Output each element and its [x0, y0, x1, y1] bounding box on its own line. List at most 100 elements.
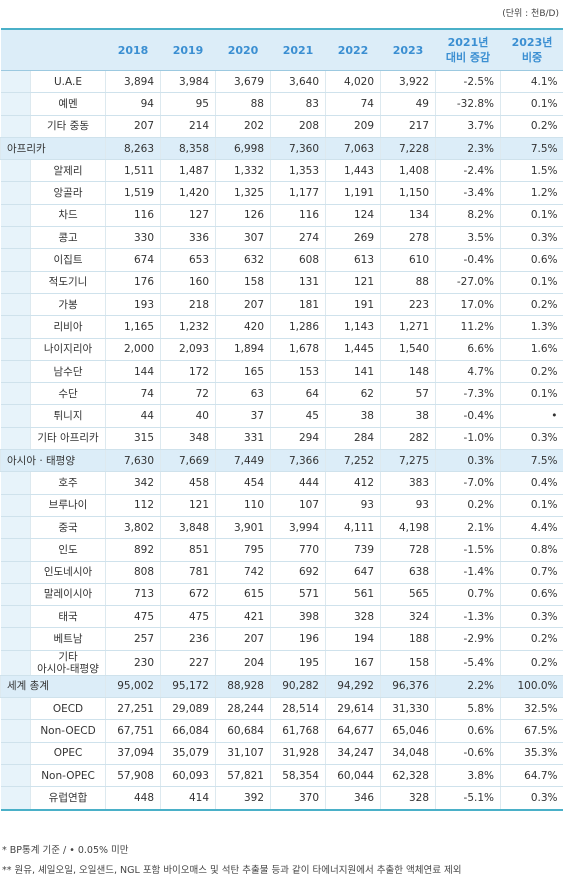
- column-header: 2020: [215, 29, 271, 71]
- value-cell: 0.7%: [500, 561, 563, 584]
- value-cell: 458: [160, 471, 216, 495]
- value-cell: -0.4%: [435, 404, 501, 428]
- row-name: 예멘: [30, 92, 106, 116]
- value-cell: 121: [160, 494, 216, 517]
- value-cell: •: [500, 404, 563, 428]
- value-cell: 370: [270, 786, 326, 810]
- value-cell: 40: [160, 404, 216, 428]
- value-cell: 328: [325, 605, 381, 629]
- value-cell: 64.7%: [500, 764, 563, 788]
- value-cell: 330: [105, 226, 161, 250]
- value-cell: 37: [215, 404, 271, 428]
- value-cell: 1,143: [325, 315, 381, 339]
- value-cell: 0.6%: [435, 719, 501, 743]
- value-cell: -0.6%: [435, 742, 501, 765]
- value-cell: 29,089: [160, 697, 216, 721]
- value-cell: 126: [215, 204, 271, 228]
- value-cell: 692: [270, 561, 326, 584]
- value-cell: 196: [270, 627, 326, 651]
- value-cell: 209: [325, 115, 381, 138]
- value-cell: 346: [325, 786, 381, 810]
- data-row: 콩고 330 336 307 274 269 278 3.5% 0.3%: [0, 226, 563, 250]
- value-cell: 29,614: [325, 697, 381, 721]
- data-row: 적도기니 176 160 158 131 121 88 -27.0% 0.1%: [0, 271, 563, 294]
- value-cell: 74: [325, 92, 381, 116]
- value-cell: 342: [105, 471, 161, 495]
- data-row: 기타 아시아-태평양 230 227 204 195 167 158 -5.4% 0.2%: [0, 650, 563, 676]
- value-cell: 124: [325, 204, 381, 228]
- value-cell: 160: [160, 271, 216, 294]
- value-cell: 7,449: [215, 449, 271, 473]
- value-cell: 1,519: [105, 181, 161, 205]
- value-cell: -7.0%: [435, 471, 501, 495]
- value-cell: 713: [105, 583, 161, 607]
- value-cell: 141: [325, 360, 381, 384]
- data-row: 말레이시아 713 672 615 571 561 565 0.7% 0.6%: [0, 583, 563, 607]
- value-cell: 17.0%: [435, 293, 501, 317]
- row-name: 인도네시아: [30, 561, 106, 584]
- indent-cell: [0, 764, 31, 788]
- value-cell: 61,768: [270, 719, 326, 743]
- indent-cell: [0, 786, 31, 810]
- value-cell: 96,376: [380, 675, 436, 699]
- value-cell: 94,292: [325, 675, 381, 699]
- row-name: U.A.E: [30, 70, 106, 94]
- indent-cell: [0, 181, 31, 205]
- value-cell: 1,325: [215, 181, 271, 205]
- value-cell: 613: [325, 248, 381, 272]
- value-cell: 7,063: [325, 137, 381, 161]
- value-cell: 44: [105, 404, 161, 428]
- value-cell: 5.8%: [435, 697, 501, 721]
- value-cell: 444: [270, 471, 326, 495]
- production-table: 2018 2019 2020 2021 2022 2023 2021년 대비 증감 2023년…: [0, 28, 563, 811]
- value-cell: 8,263: [105, 137, 161, 161]
- row-name: 앙골라: [30, 181, 106, 205]
- value-cell: 3,901: [215, 516, 271, 540]
- value-cell: 31,928: [270, 742, 326, 765]
- value-cell: 28,514: [270, 697, 326, 721]
- row-name: 베트남: [30, 627, 106, 651]
- value-cell: 62,328: [380, 764, 436, 788]
- row-name: 나이지리아: [30, 338, 106, 361]
- value-cell: 0.6%: [500, 248, 563, 272]
- indent-cell: [0, 404, 31, 428]
- value-cell: 8.2%: [435, 204, 501, 228]
- footnote: ** 원유, 셰일오일, 오일샌드, NGL 포함 바이오매스 및 석탄 추출물…: [2, 865, 462, 876]
- value-cell: 3,994: [270, 516, 326, 540]
- indent-cell: [0, 159, 31, 183]
- value-cell: 1,271: [380, 315, 436, 339]
- value-cell: 0.2%: [500, 360, 563, 384]
- section-name: 세계 총계: [0, 675, 106, 699]
- data-row: 이집트 674 653 632 608 613 610 -0.4% 0.6%: [0, 248, 563, 272]
- data-row: 가봉 193 218 207 181 191 223 17.0% 0.2%: [0, 293, 563, 317]
- value-cell: 191: [325, 293, 381, 317]
- value-cell: 3,640: [270, 70, 326, 94]
- value-cell: 0.1%: [500, 204, 563, 228]
- data-row: 브루나이 112 121 110 107 93 93 0.2% 0.1%: [0, 494, 563, 517]
- row-name: 태국: [30, 605, 106, 629]
- value-cell: 7,360: [270, 137, 326, 161]
- indent-cell: [0, 650, 31, 676]
- value-cell: 202: [215, 115, 271, 138]
- value-cell: 674: [105, 248, 161, 272]
- value-cell: 7,228: [380, 137, 436, 161]
- value-cell: 348: [160, 427, 216, 451]
- indent-cell: [0, 471, 31, 495]
- value-cell: 892: [105, 538, 161, 562]
- column-header: 2021: [270, 29, 326, 71]
- value-cell: 1,445: [325, 338, 381, 361]
- value-cell: 110: [215, 494, 271, 517]
- value-cell: 739: [325, 538, 381, 562]
- value-cell: 67.5%: [500, 719, 563, 743]
- indent-cell: [0, 561, 31, 584]
- data-row: 리비아 1,165 1,232 420 1,286 1,143 1,271 11.2% 1.3%: [0, 315, 563, 339]
- value-cell: 34,247: [325, 742, 381, 765]
- value-cell: 0.3%: [500, 605, 563, 629]
- value-cell: 1,540: [380, 338, 436, 361]
- indent-cell: [0, 360, 31, 384]
- section-row: 세계 총계 95,002 95,172 88,928 90,282 94,292 96,37…: [0, 675, 563, 699]
- value-cell: -1.5%: [435, 538, 501, 562]
- value-cell: 7.5%: [500, 137, 563, 161]
- unit-label: (단위 : 천B/D): [502, 9, 559, 19]
